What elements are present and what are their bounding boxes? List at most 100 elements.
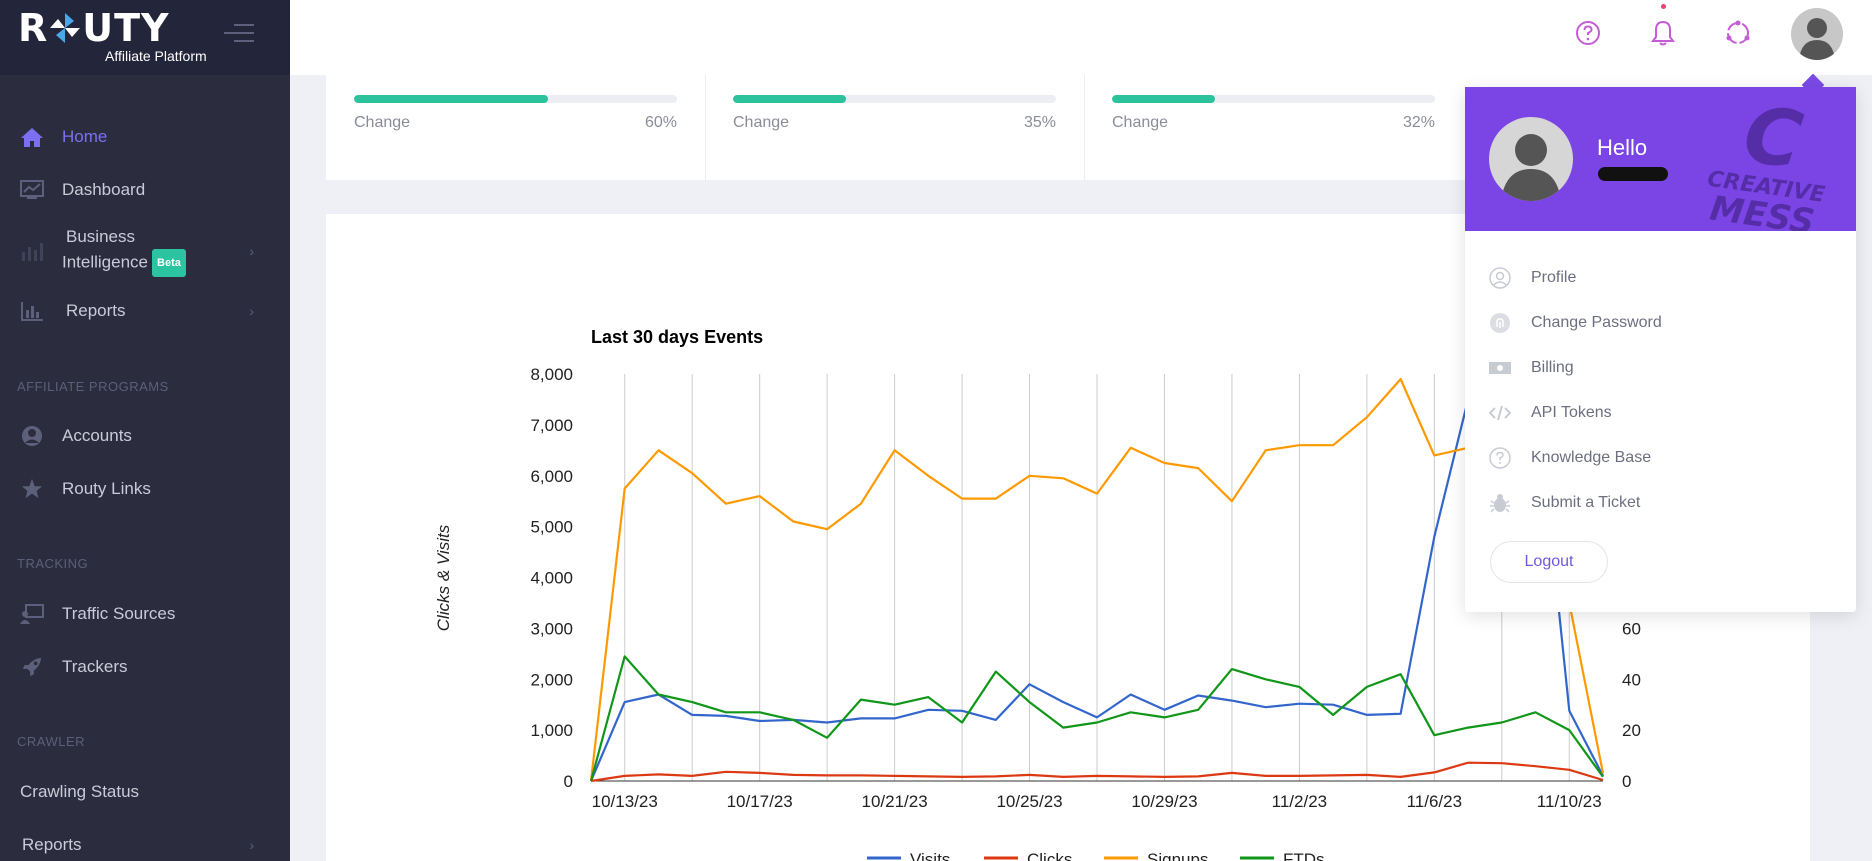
menu-item-profile[interactable]: Profile — [1465, 257, 1856, 299]
sidebar-item-label: Business Intelligence Beta — [62, 225, 186, 277]
progress-bar — [1112, 95, 1435, 103]
sidebar-item-label: Traffic Sources — [62, 604, 176, 623]
x-tick-label: 10/25/23 — [996, 792, 1062, 811]
sidebar-item-label: Dashboard — [62, 180, 146, 199]
bar-chart-icon — [20, 240, 44, 262]
help-icon[interactable] — [1573, 18, 1603, 48]
section-label: CRAWLER — [17, 734, 86, 749]
series-line-ftds — [589, 655, 1604, 782]
username-redacted — [1598, 167, 1668, 181]
y-tick-label: 7,000 — [530, 416, 573, 435]
divider — [1084, 75, 1085, 180]
y2-tick-label: 40 — [1622, 670, 1641, 689]
stat-label: Change — [733, 114, 790, 131]
avatar[interactable] — [1791, 8, 1843, 60]
series-line-clicks — [590, 761, 1604, 783]
sidebar-item-label: Reports — [22, 835, 82, 854]
y-tick-label: 1,000 — [530, 721, 573, 740]
menu-item-api-tokens[interactable]: API Tokens — [1465, 392, 1856, 434]
y-tick-label: 3,000 — [530, 619, 573, 638]
chevron-right-icon: › — [249, 303, 254, 319]
sidebar-item-crawler-reports[interactable]: Reports › — [0, 830, 290, 860]
sidebar-item-accounts[interactable]: Accounts — [0, 421, 290, 451]
section-label: TRACKING — [17, 556, 89, 571]
progress-bar — [733, 95, 1056, 103]
greeting: Hello — [1597, 135, 1648, 160]
chart-title: Last 30 days Events — [591, 327, 763, 347]
menu-item-billing[interactable]: Billing — [1465, 347, 1856, 389]
home-icon — [20, 126, 44, 148]
logout-button[interactable]: Logout — [1490, 541, 1608, 583]
money-icon — [1488, 357, 1512, 379]
question-circle-icon — [1488, 447, 1512, 469]
y-tick-label: 6,000 — [530, 467, 573, 486]
stat-label: Change — [354, 114, 411, 131]
events-line-chart: Last 30 days Events Clicks & Visits 0 1,000… — [434, 327, 1641, 861]
user-circle-icon — [20, 425, 44, 447]
menu-item-label: Submit a Ticket — [1531, 494, 1641, 511]
stat-percent: 60% — [644, 114, 677, 131]
chevron-right-icon: › — [249, 243, 254, 259]
divider — [705, 75, 706, 180]
bell-icon[interactable] — [1648, 18, 1678, 48]
x-tick-label: 10/21/23 — [862, 792, 928, 811]
pinwheel-icon — [50, 13, 81, 43]
y-tick-label: 2,000 — [530, 670, 573, 689]
sidebar-item-trackers[interactable]: Trackers — [0, 652, 290, 682]
x-tick-label: 11/2/23 — [1272, 792, 1327, 811]
stat-percent: 35% — [1023, 114, 1056, 131]
sidebar-item-routy-links[interactable]: Routy Links — [0, 474, 290, 504]
legend-label: Visits — [910, 850, 950, 861]
logo-subtitle: Affiliate Platform — [105, 48, 207, 64]
menu-item-change-password[interactable]: Change Password — [1465, 302, 1856, 344]
user-circle-icon — [1488, 267, 1512, 289]
menu-item-label: Change Password — [1531, 314, 1662, 331]
menu-item-knowledge-base[interactable]: Knowledge Base — [1465, 437, 1856, 479]
header-art: C CREATIVE MESS — [1705, 89, 1827, 231]
menu-item-label: Profile — [1531, 269, 1577, 286]
stat-card: Change 35% — [705, 75, 1085, 180]
sidebar-item-crawling-status[interactable]: Crawling Status — [0, 777, 290, 807]
sidebar-item-label: Accounts — [62, 426, 132, 445]
beta-badge: Beta — [152, 249, 186, 277]
sidebar-item-traffic-sources[interactable]: Traffic Sources — [0, 599, 290, 629]
reports-icon — [20, 300, 44, 322]
x-tick-label: 10/29/23 — [1131, 792, 1197, 811]
y2-tick-label: 20 — [1622, 721, 1641, 740]
stat-card: Change 60% — [326, 75, 706, 180]
sidebar-item-label: Trackers — [62, 657, 128, 676]
presenter-icon — [20, 603, 44, 625]
series-line-visits — [589, 372, 1604, 782]
logo-bar: R UTY Affiliate Platform — [0, 0, 290, 75]
sidebar-item-label: Home — [62, 127, 108, 146]
menu-item-label: Billing — [1531, 359, 1574, 376]
chevron-right-icon: › — [249, 837, 254, 853]
logo[interactable]: R UTY — [18, 6, 170, 50]
y2-tick-label: 60 — [1622, 619, 1641, 638]
sidebar-item-label: Crawling Status — [20, 782, 140, 801]
x-tick-label: 11/6/23 — [1407, 792, 1462, 811]
section-label: AFFILIATE PROGRAMS — [17, 379, 169, 394]
y-tick-label: 0 — [564, 772, 573, 791]
sidebar-item-home[interactable]: Home — [0, 122, 290, 152]
menu-item-submit-ticket[interactable]: Submit a Ticket — [1465, 482, 1856, 524]
y-tick-label: 4,000 — [530, 569, 573, 588]
legend-label: Signups — [1147, 850, 1208, 861]
menu-toggle-icon[interactable] — [224, 24, 254, 46]
sync-icon[interactable] — [1723, 18, 1753, 48]
menu-item-label: API Tokens — [1531, 404, 1612, 421]
sidebar-item-business-intelligence[interactable]: Business Intelligence Beta › — [0, 225, 290, 277]
dashboard-icon — [20, 179, 44, 201]
sidebar-item-reports[interactable]: Reports › — [0, 296, 290, 326]
y-tick-label: 8,000 — [530, 365, 573, 384]
notification-dot — [1661, 4, 1666, 9]
x-tick-label: 11/10/23 — [1537, 792, 1602, 811]
legend-label: FTDs — [1283, 850, 1325, 861]
y-tick-label: 5,000 — [530, 518, 573, 537]
rocket-icon — [20, 656, 44, 678]
x-tick-label: 10/13/23 — [592, 792, 658, 811]
stat-percent: 32% — [1402, 114, 1435, 131]
code-icon — [1488, 402, 1512, 424]
dropdown-header: C CREATIVE MESS Hello — [1465, 87, 1856, 231]
sidebar-item-dashboard[interactable]: Dashboard — [0, 175, 290, 205]
